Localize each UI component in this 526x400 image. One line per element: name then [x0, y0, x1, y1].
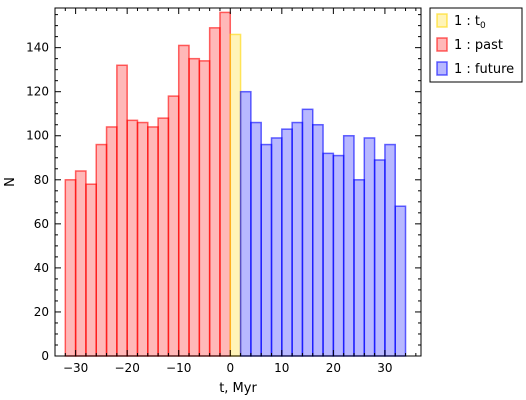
bar-1-past-7: [136, 121, 149, 357]
legend-entry-text: 1 : future: [454, 62, 514, 77]
bar-1-past-14: [208, 27, 221, 357]
bar-1-future-10: [342, 134, 355, 357]
bar-1-future-9: [332, 154, 345, 357]
plot-frame: [54, 7, 422, 357]
y-axis-label: N: [3, 177, 18, 187]
y-axis: 0 20 40 60 80 100 120 140: [26, 14, 421, 363]
legend-swatch: [436, 13, 448, 28]
y-tick-label: 40: [34, 261, 49, 275]
y-tick-label: 120: [26, 85, 49, 99]
bar-1-past-8: [147, 126, 159, 357]
bar-1-past-6: [126, 119, 139, 357]
legend-swatch: [436, 37, 448, 52]
legend-entry-subscript: 0: [480, 21, 486, 31]
bar-1-future-1: [250, 121, 262, 357]
bar-1-future-5: [291, 121, 304, 357]
bar-1-past-15: [219, 11, 232, 357]
bars-layer: [64, 11, 407, 357]
bar-1-future-8: [322, 152, 335, 357]
bar-1-future-15: [394, 205, 407, 357]
bar-1-future-3: [270, 137, 283, 357]
x-tick-label: −10: [166, 361, 191, 375]
legend: 1 : t0 1 : past 1 : future: [429, 7, 523, 83]
bar-1-past-9: [157, 117, 170, 357]
x-tick-label: −20: [115, 361, 140, 375]
x-tick-label: 10: [274, 361, 289, 375]
bar-1-past-3: [95, 143, 108, 357]
bar-1-future-7: [311, 123, 324, 357]
y-tick-label: 60: [34, 217, 49, 231]
x-axis-label: t, Myr: [219, 381, 257, 396]
x-tick-label: 20: [326, 361, 341, 375]
bar-1-past-4: [105, 126, 118, 357]
bar-1-past-2: [85, 183, 97, 357]
bar-1-future-13: [373, 159, 386, 357]
legend-entry-label: 1 : future: [454, 62, 514, 77]
bar-1-future-14: [384, 143, 396, 357]
bar-1-past-10: [167, 95, 180, 357]
x-axis: −30 −20 −10 0 10 20 30: [54, 8, 417, 375]
x-tick-label: −30: [63, 361, 88, 375]
legend-frame: [429, 7, 523, 83]
bar-1-t0-0: [229, 33, 242, 357]
y-tick-label: 0: [41, 349, 49, 363]
y-tick-label: 100: [26, 129, 49, 143]
bar-1-past-13: [198, 60, 211, 357]
bar-1-future-12: [363, 137, 376, 357]
bar-1-future-11: [353, 179, 366, 357]
bar-1-past-1: [74, 170, 87, 357]
legend-entry-label: 1 : t0: [454, 14, 486, 31]
legend-entry-text: 1 : past: [454, 38, 503, 53]
legend-entry-label: 1 : past: [454, 38, 503, 53]
bar-1-past-0: [64, 179, 77, 357]
bar-1-past-12: [188, 57, 201, 357]
legend-swatch: [436, 61, 448, 76]
y-tick-label: 20: [34, 305, 49, 319]
bar-1-future-4: [281, 128, 293, 357]
bar-1-past-11: [177, 44, 190, 357]
bar-1-future-2: [260, 143, 273, 357]
bar-1-past-5: [116, 64, 128, 357]
x-tick-label: 0: [226, 361, 234, 375]
legend-entry-text: 1 : t: [454, 14, 480, 29]
y-tick-label: 80: [34, 173, 49, 187]
y-tick-label: 140: [26, 41, 49, 55]
bar-1-future-0: [239, 90, 252, 357]
x-tick-label: 30: [377, 361, 392, 375]
bar-1-future-6: [301, 108, 314, 357]
